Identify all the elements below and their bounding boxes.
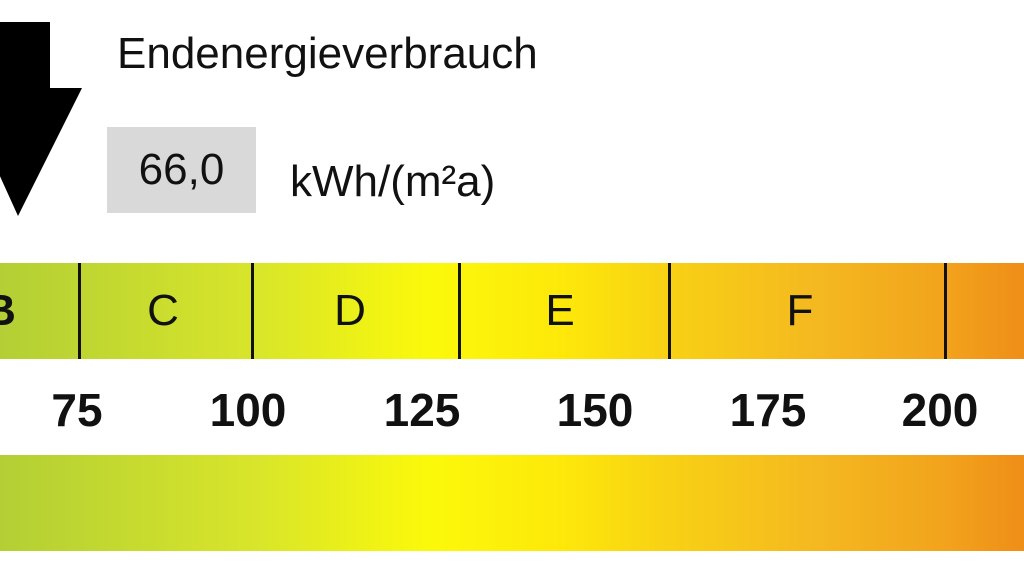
class-divider (251, 263, 254, 359)
tick-label: 150 (556, 384, 634, 436)
class-divider (458, 263, 461, 359)
class-label-f: F (786, 286, 814, 335)
class-label-e: E (545, 286, 575, 335)
class-divider (78, 263, 81, 359)
class-label-d: D (334, 286, 366, 335)
value-box: 66,0 (107, 127, 256, 213)
unit-label: kWh/(m²a) (290, 157, 496, 206)
arrow-down-icon (0, 22, 82, 216)
class-scale-bar (0, 263, 1024, 359)
page-title: Endenergieverbrauch (117, 29, 538, 78)
tick-label: 200 (901, 384, 979, 436)
class-label-b: B (0, 279, 16, 343)
class-label-c: C (147, 286, 179, 335)
class-divider (944, 263, 947, 359)
class-divider (668, 263, 671, 359)
gradient-scale-bar (0, 455, 1024, 551)
tick-label: 100 (209, 384, 287, 436)
tick-label: 175 (729, 384, 807, 436)
tick-label: 125 (383, 384, 461, 436)
tick-label: 75 (51, 384, 103, 436)
